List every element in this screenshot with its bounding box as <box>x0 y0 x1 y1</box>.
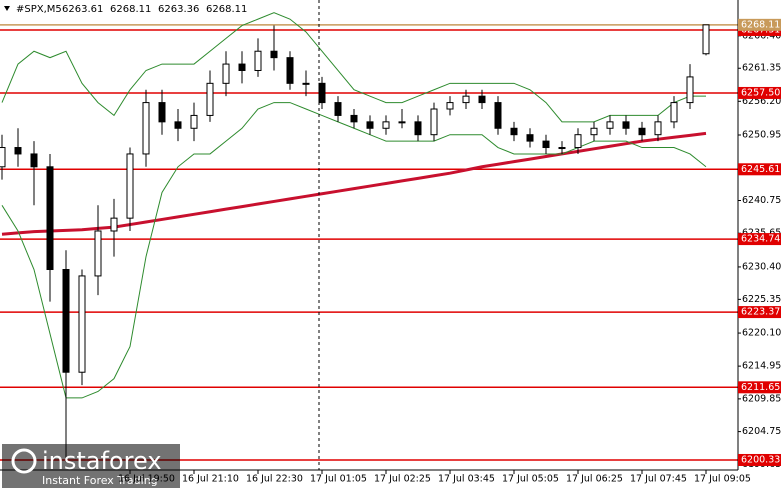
candle-body <box>638 127 646 136</box>
candle-body <box>46 166 54 271</box>
y-tick-label: 6209.85 <box>742 393 781 404</box>
candle-body <box>110 217 118 232</box>
x-tick-label: 17 Jul 05:05 <box>502 474 559 485</box>
candle-body <box>702 24 710 55</box>
moving-average <box>1 131 707 236</box>
candle-body <box>174 121 182 129</box>
candle-body <box>542 140 550 149</box>
candle-body <box>526 134 534 142</box>
watermark-tagline: Instant Forex Trading <box>42 474 158 487</box>
candle-body <box>30 153 38 168</box>
header-value: 6263.36 <box>158 4 199 15</box>
level-line-tag <box>738 163 781 176</box>
candle-body <box>0 147 6 168</box>
candle-body <box>206 82 214 116</box>
candle-body <box>62 269 70 373</box>
y-tick-label: 6261.35 <box>742 63 781 74</box>
candle-body <box>302 82 310 85</box>
watermark: instaforex Instant Forex Trading <box>2 444 180 488</box>
level-line-tag <box>738 381 781 394</box>
header-arrow <box>4 6 10 11</box>
y-tick-label: 6225.35 <box>742 294 781 305</box>
x-tick-label: 16 Jul 19:50 <box>118 474 175 485</box>
candle-body <box>238 63 246 71</box>
candle-body <box>222 63 230 84</box>
y-tick-label: 6240.75 <box>742 195 781 206</box>
candle-body <box>686 76 694 104</box>
candle-body <box>606 121 614 129</box>
candle-body <box>190 114 198 129</box>
current-price-line-label: 6268.11 <box>741 19 780 30</box>
header-value: 6268.11 <box>206 4 247 15</box>
candle-body <box>462 95 470 104</box>
x-tick-label: 16 Jul 22:30 <box>246 474 303 485</box>
y-tick-label: 6250.95 <box>742 130 781 141</box>
candle-body <box>494 102 502 129</box>
y-tick-label: 6204.75 <box>742 426 781 437</box>
level-line-label: 6245.61 <box>741 164 780 175</box>
candle-body <box>254 50 262 71</box>
header-value: 6263.61 <box>62 4 103 15</box>
x-tick-label: 17 Jul 06:25 <box>566 474 623 485</box>
level-line-tag <box>738 233 781 246</box>
candle-body <box>670 102 678 123</box>
candle-body <box>558 147 566 150</box>
candle-body <box>158 102 166 123</box>
candle-body <box>654 121 662 136</box>
level-line-label: 6257.50 <box>741 87 780 98</box>
level-line-tag <box>738 86 781 99</box>
candle-body <box>382 121 390 129</box>
candle-body <box>78 275 86 373</box>
candle-body <box>270 50 278 59</box>
candle-body <box>94 230 102 277</box>
x-tick-label: 17 Jul 09:05 <box>694 474 751 485</box>
level-line-label: 6211.65 <box>741 382 780 393</box>
candle-body <box>366 121 374 129</box>
bollinger-band <box>1 12 706 123</box>
candle-body <box>398 121 406 124</box>
level-line-label: 6200.33 <box>741 454 780 465</box>
candle-body <box>446 102 454 110</box>
level-line-label: 6223.37 <box>741 307 780 318</box>
candle-body <box>510 127 518 136</box>
candle-body <box>334 102 342 116</box>
plot-area <box>0 12 738 463</box>
header-value: 6268.11 <box>110 4 151 15</box>
y-tick-label: 6214.95 <box>742 361 781 372</box>
y-tick-label: 6256.20 <box>742 96 781 107</box>
candle-body <box>350 114 358 123</box>
x-tick-label: 17 Jul 02:25 <box>374 474 431 485</box>
watermark-logo <box>11 448 37 474</box>
candle-body <box>14 147 22 155</box>
symbol: #SPX,M5 <box>16 4 62 15</box>
candle-body <box>318 82 326 104</box>
x-tick-label: 17 Jul 07:45 <box>630 474 687 485</box>
candle-body <box>414 121 422 136</box>
level-line-label: 6234.74 <box>741 234 780 245</box>
candle-body <box>430 108 438 136</box>
x-tick-label: 17 Jul 01:05 <box>310 474 367 485</box>
candle-body <box>286 57 294 84</box>
candle-body <box>574 134 582 149</box>
current-price-line-tag <box>738 18 781 31</box>
watermark-name: instaforex <box>42 447 162 475</box>
candle-body <box>478 95 486 104</box>
header-ohlc: 6263.61 6268.11 6263.36 6268.11 <box>62 4 247 15</box>
y-tick-label: 6220.10 <box>742 328 781 339</box>
level-line-tag <box>738 306 781 319</box>
level-line-tag <box>738 453 781 466</box>
candle-body <box>590 127 598 136</box>
x-tick-label: 16 Jul 21:10 <box>182 474 239 485</box>
candle-body <box>622 121 630 129</box>
candle-body <box>126 153 134 219</box>
candle-body <box>142 102 150 155</box>
x-tick-label: 17 Jul 03:45 <box>438 474 495 485</box>
y-tick-label: 6230.40 <box>742 261 781 272</box>
